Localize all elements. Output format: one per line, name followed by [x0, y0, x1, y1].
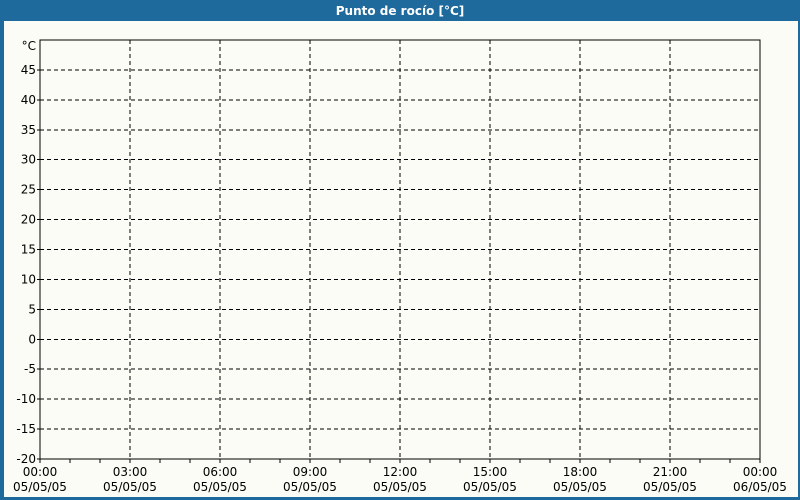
- x-tick-time-label: 06:00: [203, 465, 238, 479]
- y-tick-label: 0: [28, 332, 36, 346]
- y-tick-label: 20: [21, 213, 36, 227]
- x-tick-date-label: 05/05/05: [103, 480, 157, 494]
- y-tick-label: 5: [28, 302, 36, 316]
- x-tick-time-label: 00:00: [743, 465, 778, 479]
- x-tick-time-label: 03:00: [113, 465, 148, 479]
- y-axis-unit-label: °C: [22, 39, 36, 53]
- y-tick-label: -15: [16, 422, 36, 436]
- x-tick-date-label: 06/05/05: [733, 480, 787, 494]
- x-tick-date-label: 05/05/05: [463, 480, 517, 494]
- y-tick-label: -10: [16, 392, 36, 406]
- y-tick-label: 15: [21, 243, 36, 257]
- chart-title: Punto de rocío [°C]: [335, 3, 465, 18]
- x-tick-date-label: 05/05/05: [193, 480, 247, 494]
- y-tick-label: 40: [21, 93, 36, 107]
- x-tick-time-label: 21:00: [653, 465, 688, 479]
- title-bar: Punto de rocío [°C]: [0, 0, 800, 21]
- y-tick-label: 35: [21, 123, 36, 137]
- y-tick-label: 30: [21, 153, 36, 167]
- x-tick-time-label: 15:00: [473, 465, 508, 479]
- x-tick-date-label: 05/05/05: [13, 480, 67, 494]
- x-tick-time-label: 00:00: [23, 465, 58, 479]
- x-tick-date-label: 05/05/05: [553, 480, 607, 494]
- y-tick-label: -20: [16, 452, 36, 466]
- x-tick-time-label: 18:00: [563, 465, 598, 479]
- x-tick-date-label: 05/05/05: [373, 480, 427, 494]
- x-tick-time-label: 09:00: [293, 465, 328, 479]
- y-tick-label: 10: [21, 272, 36, 286]
- x-tick-date-label: 05/05/05: [283, 480, 337, 494]
- x-tick-time-label: 12:00: [383, 465, 418, 479]
- y-tick-label: 25: [21, 183, 36, 197]
- y-tick-label: -5: [24, 362, 36, 376]
- x-tick-date-label: 05/05/05: [643, 480, 697, 494]
- y-tick-label: 45: [21, 63, 36, 77]
